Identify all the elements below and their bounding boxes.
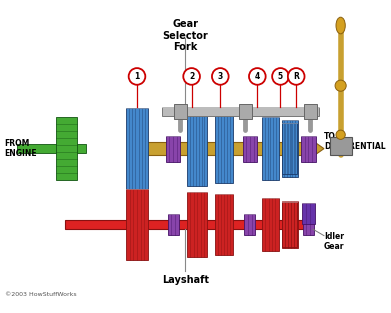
Text: 3: 3 [218,72,223,81]
Bar [303,104,317,119]
Circle shape [272,68,289,85]
Text: Idler
Gear: Idler Gear [324,232,344,251]
Bar [174,104,187,119]
Bar [162,107,319,116]
Bar [303,214,314,235]
Ellipse shape [336,17,345,34]
Polygon shape [315,142,324,155]
Circle shape [129,68,145,85]
Circle shape [336,130,345,139]
Bar [330,136,352,155]
Bar [215,114,233,183]
Bar [56,117,77,180]
Bar [282,123,297,174]
Bar [167,214,179,235]
Bar [143,142,315,155]
Text: FROM
ENGINE: FROM ENGINE [5,139,37,158]
Bar [242,136,257,162]
Bar [215,194,233,254]
Text: ©2003 HowStuffWorks: ©2003 HowStuffWorks [5,292,76,297]
Bar [187,192,207,257]
Bar [17,144,86,153]
Bar [302,203,315,223]
Bar [262,198,279,251]
Bar [65,220,310,229]
Bar [244,214,255,235]
Text: 1: 1 [135,72,140,81]
Circle shape [335,80,346,91]
Text: Gear
Selector
Fork: Gear Selector Fork [162,19,208,52]
Bar [301,136,316,162]
Bar [126,189,148,260]
Bar [166,136,181,162]
Text: R: R [293,72,299,81]
Text: Layshaft: Layshaft [161,275,209,285]
Text: 5: 5 [278,72,283,81]
Bar [282,202,297,247]
Bar [126,108,148,189]
Circle shape [212,68,229,85]
Bar [239,104,252,119]
Circle shape [249,68,265,85]
Bar [282,120,298,177]
Text: TO
DIFFERENTIAL: TO DIFFERENTIAL [324,131,386,151]
Bar [187,112,207,186]
Text: 4: 4 [255,72,260,81]
Circle shape [288,68,305,85]
Circle shape [183,68,200,85]
Text: 2: 2 [189,72,194,81]
Bar [262,117,279,180]
Bar [282,201,298,248]
